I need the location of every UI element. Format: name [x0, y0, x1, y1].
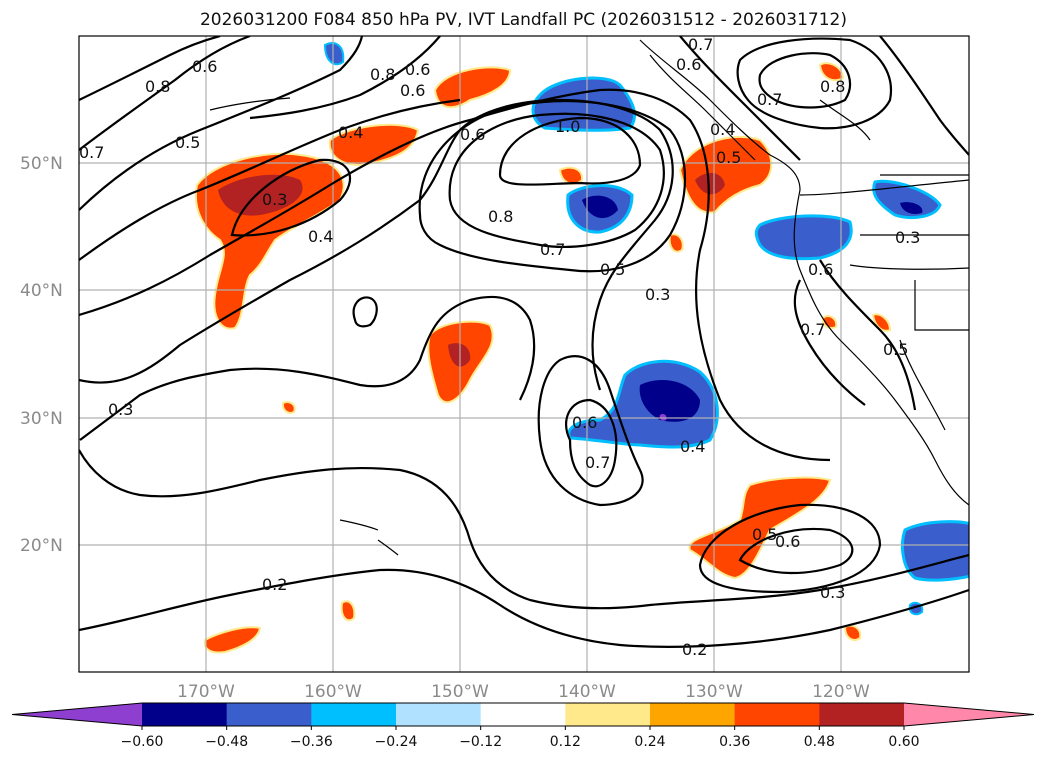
contour-label: 0.4 — [680, 437, 705, 456]
contour-label: 0.3 — [108, 400, 133, 419]
contour-label: 0.4 — [710, 120, 735, 139]
contour-label: 1.0 — [555, 117, 580, 136]
contour-label: 0.5 — [600, 260, 625, 279]
colorbar-tick-label: 0.60 — [888, 734, 919, 750]
contour-label: 0.8 — [820, 77, 845, 96]
contour-label: 0.7 — [688, 35, 713, 54]
colorbar-swatch — [311, 703, 397, 726]
colorbar-tick-label: 0.48 — [804, 734, 835, 750]
map-title: 2026031200 F084 850 hPa PV, IVT Landfall… — [199, 10, 847, 30]
colorbar-tick-label: −0.12 — [459, 734, 502, 750]
lat-label: 20°N — [20, 536, 63, 556]
negative-anomaly-shading — [323, 42, 969, 616]
colorbar-swatch — [819, 703, 905, 726]
contour-label: 0.7 — [585, 453, 610, 472]
contour-label: 0.6 — [572, 413, 597, 432]
lat-label: 50°N — [20, 154, 63, 174]
contour-label: 0.8 — [145, 77, 170, 96]
contour-label: 0.2 — [682, 640, 707, 659]
pv-contours — [79, 36, 969, 648]
lat-label: 30°N — [20, 409, 63, 429]
contour-label: 0.7 — [800, 320, 825, 339]
contour-label: 0.3 — [645, 285, 670, 304]
colorbar-swatch — [142, 703, 228, 726]
lon-label: 130°W — [685, 682, 743, 702]
contour-label: 0.4 — [308, 227, 333, 246]
colorbar-tick-label: −0.24 — [375, 734, 418, 750]
coastlines — [209, 39, 969, 556]
plot-area — [79, 36, 969, 672]
colorbar-tick-label: −0.48 — [205, 734, 248, 750]
colorbar-extend-min — [12, 703, 142, 726]
contour-label: 0.7 — [540, 240, 565, 259]
colorbar-swatch — [480, 703, 566, 726]
positive-anomaly-shading — [194, 62, 892, 654]
contour-label: 0.3 — [820, 583, 845, 602]
contour-label: 0.2 — [262, 575, 287, 594]
lon-label: 170°W — [177, 682, 235, 702]
contour-label: 0.3 — [262, 190, 287, 209]
colorbar — [11, 702, 1035, 727]
contour-label: 0.8 — [488, 207, 513, 226]
colorbar-swatch — [226, 703, 312, 726]
colorbar-tick-label: 0.24 — [634, 734, 665, 750]
contour-label: 0.6 — [460, 125, 485, 144]
contour-label: 0.7 — [79, 143, 104, 162]
colorbar-swatch — [650, 703, 736, 726]
contour-label: 0.6 — [405, 60, 430, 79]
contour-label: 0.6 — [676, 55, 701, 74]
colorbar-swatch — [734, 703, 820, 726]
colorbar-tick-label: −0.36 — [290, 734, 333, 750]
contour-label: 0.6 — [192, 57, 217, 76]
contour-label: 0.6 — [808, 260, 833, 279]
lat-label: 40°N — [20, 281, 63, 301]
contour-label: 0.5 — [175, 133, 200, 152]
contour-label: 0.5 — [752, 525, 777, 544]
contour-label: 0.6 — [775, 532, 800, 551]
contour-label: 0.3 — [895, 228, 920, 247]
contour-label: 0.5 — [883, 340, 908, 359]
colorbar-ticks: −0.60 −0.48 −0.36 −0.24 −0.12 0.12 0.24 0.36 0.4… — [121, 726, 920, 750]
lon-label: 160°W — [304, 682, 362, 702]
colorbar-tick-label: 0.36 — [719, 734, 750, 750]
contour-labels: 0.8 0.6 0.5 0.7 0.4 0.3 0.6 0.6 0.8 0.4 … — [79, 35, 920, 659]
lon-label: 140°W — [558, 682, 616, 702]
lon-label: 150°W — [431, 682, 489, 702]
contour-label: 0.8 — [370, 65, 395, 84]
colorbar-tick-label: 0.12 — [550, 734, 581, 750]
colorbar-extend-max — [904, 703, 1034, 726]
contour-label: 0.6 — [400, 81, 425, 100]
contour-label: 0.5 — [716, 148, 741, 167]
lon-label: 120°W — [812, 682, 870, 702]
lat-lon-grid — [79, 36, 969, 672]
contour-label: 0.7 — [757, 90, 782, 109]
colorbar-swatch — [396, 703, 482, 726]
contour-label: 0.4 — [338, 123, 363, 142]
colorbar-tick-label: −0.60 — [121, 734, 164, 750]
colorbar-swatch — [565, 703, 651, 726]
plot-frame — [78, 35, 970, 673]
